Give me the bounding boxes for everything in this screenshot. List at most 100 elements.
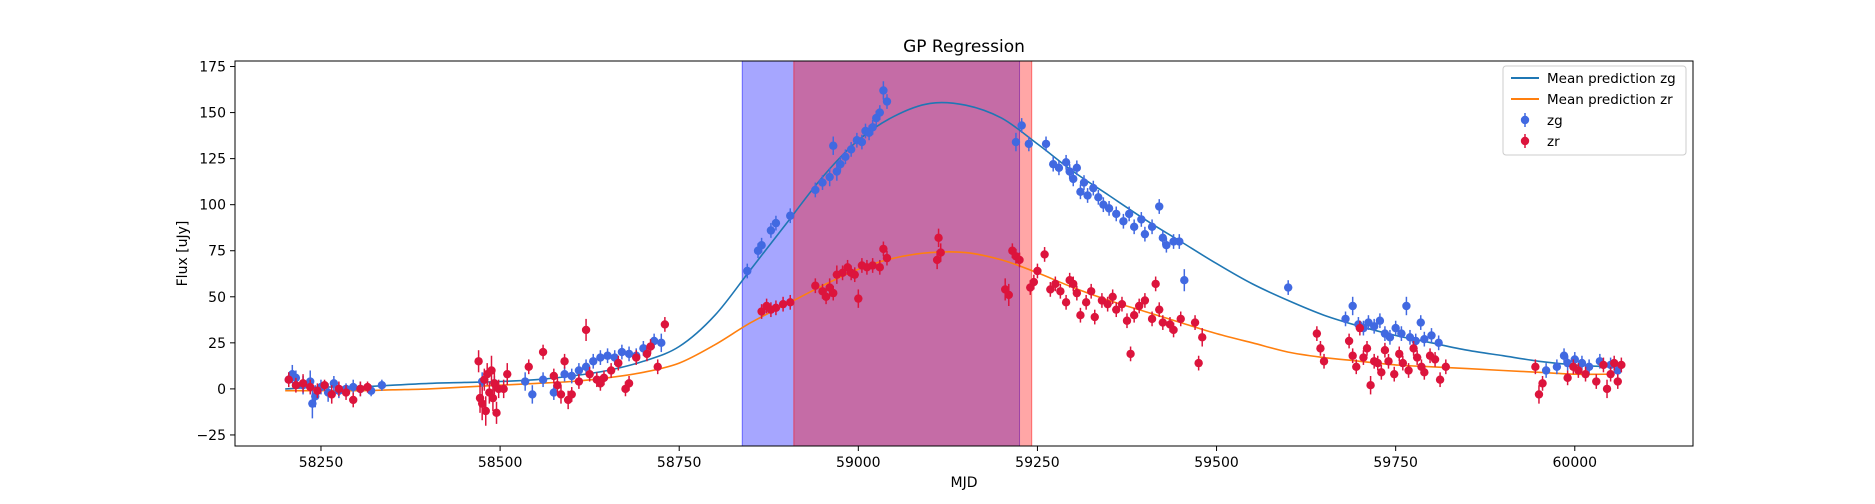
data-point <box>607 363 615 378</box>
data-point <box>1542 363 1550 378</box>
x-tick: 58250 <box>299 446 344 471</box>
data-point <box>1436 372 1444 387</box>
data-point <box>1345 334 1353 349</box>
x-tick: 59750 <box>1373 446 1418 471</box>
y-tick-label: 150 <box>199 106 226 122</box>
y-tick: −25 <box>196 428 235 444</box>
y-tick: 175 <box>199 60 235 76</box>
data-point <box>603 348 611 363</box>
data-point <box>1348 297 1356 315</box>
data-point <box>1341 312 1349 327</box>
data-point <box>1112 207 1120 222</box>
x-tick-label: 59250 <box>1015 455 1060 471</box>
data-point <box>1592 374 1600 389</box>
x-tick-label: 59750 <box>1373 455 1418 471</box>
data-point <box>1175 234 1183 249</box>
data-point <box>1320 354 1328 369</box>
data-point <box>1442 359 1450 374</box>
x-axis-ticks: 58250 58500 58750 59000 59250 59500 59750 60000 <box>299 446 1597 471</box>
data-point <box>356 382 364 397</box>
data-point <box>1284 280 1292 295</box>
data-point <box>1148 312 1156 327</box>
y-tick: 25 <box>208 336 235 352</box>
x-tick: 58500 <box>478 446 523 471</box>
x-tick: 59500 <box>1194 446 1239 471</box>
y-axis-label: Flux [uJy] <box>175 221 191 287</box>
y-tick-label: 100 <box>199 198 226 214</box>
x-tick: 58750 <box>657 446 702 471</box>
data-point <box>1194 356 1202 371</box>
data-point <box>1130 308 1138 323</box>
data-point <box>1417 315 1425 330</box>
data-point <box>1151 277 1159 292</box>
data-point <box>1062 295 1070 310</box>
data-point <box>625 347 633 362</box>
data-point <box>1402 297 1410 315</box>
data-point <box>528 385 536 403</box>
y-tick: 125 <box>199 152 235 168</box>
data-point <box>1076 308 1084 323</box>
data-point <box>349 393 357 408</box>
x-tick: 59000 <box>836 446 881 471</box>
x-tick-label: 59000 <box>836 455 881 471</box>
data-point <box>1130 219 1138 234</box>
data-point <box>1427 328 1435 343</box>
chart-title: GP Regression <box>903 37 1025 57</box>
data-point <box>525 359 533 374</box>
data-point <box>1141 227 1149 242</box>
data-point <box>582 319 590 341</box>
x-axis-label: MJD <box>951 475 978 491</box>
data-point <box>1040 247 1048 262</box>
data-point <box>575 374 583 389</box>
y-tick: 100 <box>199 198 235 214</box>
shaded-region-2 <box>794 61 1032 446</box>
data-point <box>589 354 597 369</box>
data-point <box>1603 380 1611 398</box>
x-tick: 59250 <box>1015 446 1060 471</box>
y-tick: 0 <box>217 382 235 398</box>
legend-label: Mean prediction zr <box>1547 92 1673 108</box>
y-tick-label: 0 <box>217 382 226 398</box>
y-tick: 50 <box>208 290 235 306</box>
data-point <box>1126 347 1134 362</box>
y-tick-label: 125 <box>199 152 226 168</box>
data-point <box>657 334 665 352</box>
data-point <box>1563 370 1571 385</box>
x-tick: 60000 <box>1553 446 1598 471</box>
data-point <box>1313 326 1321 341</box>
y-tick-label: 175 <box>199 60 226 76</box>
data-point <box>596 350 604 365</box>
data-point <box>349 380 357 395</box>
legend-label: zg <box>1547 113 1563 129</box>
x-tick-label: 60000 <box>1553 455 1598 471</box>
data-point <box>1316 341 1324 356</box>
data-point <box>1390 367 1398 382</box>
y-tick-label: 75 <box>208 244 226 260</box>
data-point <box>521 372 529 390</box>
legend: Mean prediction zg Mean prediction zr zg zr <box>1503 66 1686 155</box>
data-point <box>1420 332 1428 347</box>
y-tick: 75 <box>208 244 235 260</box>
data-point <box>1087 284 1095 299</box>
x-tick-label: 58250 <box>299 455 344 471</box>
x-tick-label: 58750 <box>657 455 702 471</box>
y-tick: 150 <box>199 106 235 122</box>
data-point <box>1434 335 1442 350</box>
data-point <box>1614 374 1622 389</box>
data-point <box>299 374 307 392</box>
data-point <box>539 372 547 387</box>
data-point <box>1553 359 1561 374</box>
data-point <box>560 367 568 382</box>
y-tick-label: −25 <box>196 428 226 444</box>
data-point <box>1366 376 1374 394</box>
data-point <box>1155 199 1163 214</box>
data-point <box>474 350 482 372</box>
data-point <box>654 359 662 374</box>
data-point <box>560 354 568 369</box>
y-tick-label: 50 <box>208 290 226 306</box>
x-tick-label: 59500 <box>1194 455 1239 471</box>
legend-label: zr <box>1547 134 1560 150</box>
y-axis-ticks: −25 0 25 50 75 100 125 150 175 <box>196 60 235 444</box>
